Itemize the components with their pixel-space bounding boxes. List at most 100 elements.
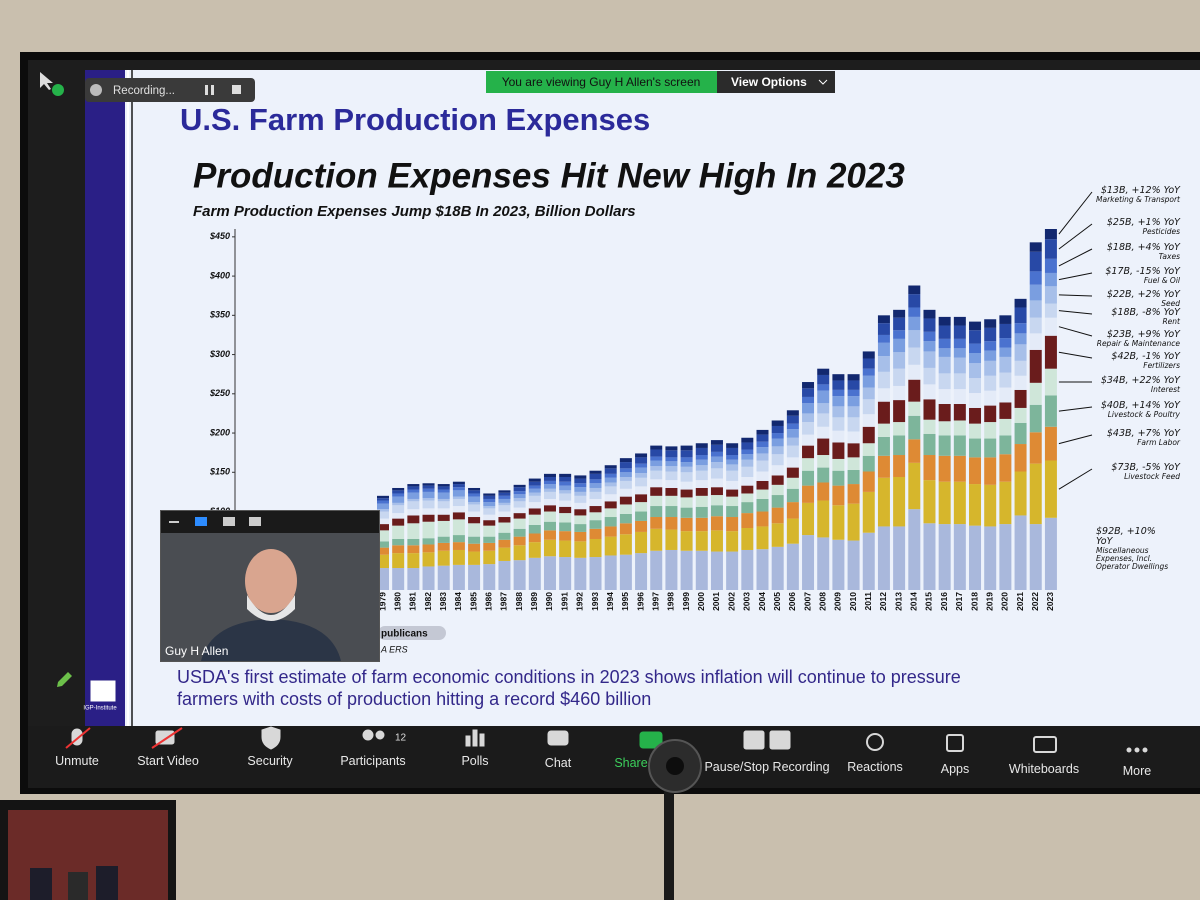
whiteboards-icon[interactable] xyxy=(1033,736,1057,753)
annotation-name: Interest xyxy=(1150,384,1180,394)
bar-segment xyxy=(635,486,648,495)
bar-segment xyxy=(559,493,572,501)
reactions-icon[interactable] xyxy=(866,733,884,751)
bar-segment xyxy=(422,483,435,486)
bar-segment xyxy=(619,458,632,463)
x-tick-label: 1988 xyxy=(514,592,524,611)
bar-segment xyxy=(528,478,541,482)
bar-segment xyxy=(680,497,693,508)
bar-segment xyxy=(999,323,1012,339)
bar-segment xyxy=(392,553,405,569)
polls-icon[interactable] xyxy=(465,735,471,747)
annotation-arrow xyxy=(1058,326,1093,337)
bar-segment xyxy=(1044,239,1057,259)
stop-recording-icon[interactable] xyxy=(769,730,791,750)
bar-segment xyxy=(574,502,587,510)
bar-segment xyxy=(953,420,966,436)
bar-segment xyxy=(468,551,481,565)
bar-segment xyxy=(498,490,511,493)
bar-segment xyxy=(984,360,997,376)
bar-segment xyxy=(528,557,541,590)
bar-segment xyxy=(1029,251,1042,272)
bar-segment xyxy=(498,547,511,561)
toolbar-label[interactable]: More xyxy=(1122,764,1152,778)
bar-segment xyxy=(877,436,890,456)
toolbar-label[interactable]: Unmute xyxy=(55,754,99,768)
bar-segment xyxy=(377,511,389,519)
bar-segment xyxy=(710,462,723,469)
toolbar-label[interactable]: Participants xyxy=(340,754,406,768)
bar-segment xyxy=(589,557,602,590)
bar-segment xyxy=(1014,444,1027,472)
bar-segment xyxy=(969,393,982,408)
toolbar-label[interactable]: Apps xyxy=(940,762,970,776)
bar-segment xyxy=(923,341,936,352)
pause-icon xyxy=(211,85,214,95)
bar-segment xyxy=(817,537,830,590)
bar-segment xyxy=(513,513,526,519)
toolbar-label[interactable]: Polls xyxy=(461,754,489,768)
video-icon[interactable] xyxy=(155,730,175,745)
view-options-text[interactable]: View Options xyxy=(731,75,807,89)
toolbar-label[interactable]: Whiteboards xyxy=(1008,762,1080,776)
pause-recording-icon[interactable] xyxy=(743,730,765,750)
bar-segment xyxy=(574,509,587,516)
bar-segment xyxy=(862,368,875,376)
annotate-icon[interactable] xyxy=(57,672,72,687)
bar-segment xyxy=(1014,407,1027,423)
more-icon[interactable] xyxy=(1126,747,1132,753)
bar-segment xyxy=(452,542,465,550)
bar-segment xyxy=(877,477,890,527)
participants-icon[interactable] xyxy=(362,729,374,741)
toolbar-label[interactable]: Pause/Stop Recording xyxy=(704,760,830,774)
toolbar-label[interactable]: Security xyxy=(247,754,293,768)
view-options[interactable] xyxy=(717,71,835,93)
bar-segment xyxy=(877,356,890,372)
apps-icon[interactable] xyxy=(946,734,964,752)
bar-segment xyxy=(771,484,784,496)
chat-icon[interactable] xyxy=(547,730,569,746)
x-tick-label: 2023 xyxy=(1045,592,1055,611)
bar-segment xyxy=(832,396,845,407)
toolbar-label[interactable]: Chat xyxy=(544,756,572,770)
bar-segment xyxy=(908,462,921,510)
annotation-value: $34B, +22% YoY xyxy=(1100,375,1180,386)
share-icon[interactable] xyxy=(639,731,663,749)
security-icon[interactable] xyxy=(261,726,281,750)
bar-segment xyxy=(741,459,754,467)
bar-segment xyxy=(452,496,465,499)
bar-segment xyxy=(665,450,678,458)
view-icon[interactable] xyxy=(223,517,235,526)
bar-segment xyxy=(786,467,799,478)
bar-segment xyxy=(619,468,632,473)
x-tick-label: 2006 xyxy=(787,592,797,611)
x-tick-label: 1994 xyxy=(605,592,615,611)
bar-segment xyxy=(407,538,420,546)
bar-segment xyxy=(665,461,678,467)
toolbar-label[interactable]: Share xyxy=(614,756,648,770)
bar-segment xyxy=(574,483,587,488)
bar-segment xyxy=(710,487,723,496)
minimize-icon[interactable] xyxy=(169,521,179,523)
bar-segment xyxy=(1014,375,1027,390)
view-icon[interactable] xyxy=(195,517,207,526)
bar-segment xyxy=(392,487,405,491)
bar-segment xyxy=(650,528,663,551)
toolbar-label[interactable]: Start Video xyxy=(137,754,199,768)
bar-segment xyxy=(908,330,921,348)
toolbar-label[interactable]: Reactions xyxy=(847,760,903,774)
bar-segment xyxy=(726,506,739,518)
bar-segment xyxy=(1044,317,1057,336)
x-tick-label: 2016 xyxy=(939,592,949,611)
bar-segment xyxy=(999,435,1012,455)
video-tile[interactable]: Guy H Allen xyxy=(160,510,380,662)
bar-segment xyxy=(710,495,723,506)
bar-segment xyxy=(923,455,936,481)
bar-segment xyxy=(832,458,845,471)
bar-segment xyxy=(528,488,541,493)
annotation: $18B, -8% YoY Rent xyxy=(1070,308,1180,326)
bar-segment xyxy=(483,514,496,521)
bar-segment xyxy=(604,465,617,469)
view-icon[interactable] xyxy=(249,517,261,526)
bar-segment xyxy=(513,491,526,495)
